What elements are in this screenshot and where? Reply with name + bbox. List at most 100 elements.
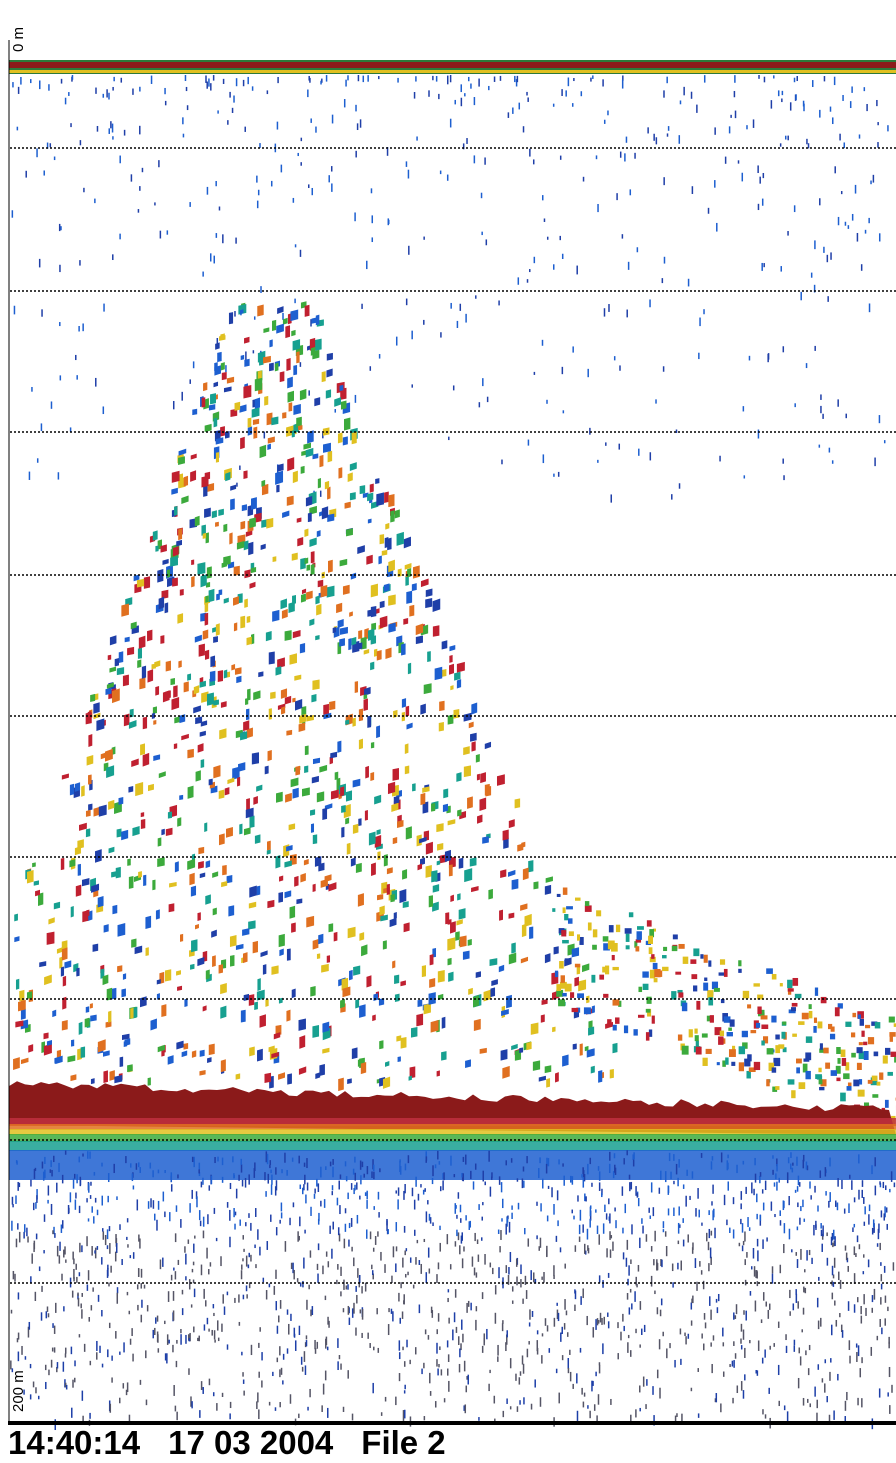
- fish-echo: [123, 713, 130, 727]
- speck: [707, 207, 710, 214]
- speck: [294, 298, 296, 304]
- noise-echo: [656, 1263, 659, 1271]
- fish-echo: [503, 837, 509, 849]
- noise-echo: [704, 1322, 707, 1329]
- noise-echo: [890, 1171, 893, 1182]
- noise-echo: [796, 1186, 799, 1192]
- fish-echo: [449, 655, 453, 663]
- noise-echo: [720, 1152, 723, 1163]
- noise-echo: [589, 1218, 591, 1228]
- fish-echo: [528, 860, 534, 873]
- fish-echo: [263, 355, 271, 364]
- noise-echo: [398, 1340, 401, 1351]
- noise-echo: [72, 1379, 74, 1388]
- fish-echo: [682, 956, 689, 964]
- noise-echo: [407, 1271, 409, 1276]
- fish-echo: [576, 1007, 581, 1013]
- fish-echo: [422, 801, 429, 814]
- speck: [256, 175, 258, 183]
- noise-echo: [125, 1389, 128, 1396]
- fish-echo: [327, 450, 333, 463]
- noise-echo: [374, 1236, 377, 1245]
- fish-echo: [369, 483, 374, 493]
- fish-echo: [200, 759, 205, 768]
- fish-echo: [387, 781, 396, 795]
- noise-echo: [628, 1265, 630, 1276]
- fish-echo: [246, 727, 253, 739]
- speck: [405, 298, 408, 306]
- noise-echo: [695, 1208, 697, 1217]
- noise-echo: [91, 1206, 93, 1213]
- noise-echo: [75, 1192, 77, 1199]
- fish-echo: [323, 703, 329, 715]
- noise-echo: [64, 1150, 67, 1155]
- fish-echo: [271, 1052, 279, 1059]
- noise-echo: [582, 1401, 585, 1408]
- fish-echo: [386, 867, 393, 875]
- noise-echo: [857, 1397, 859, 1406]
- noise-echo: [505, 1223, 507, 1235]
- fish-echo: [517, 843, 524, 852]
- fish-echo: [538, 1075, 546, 1082]
- noise-echo: [351, 1246, 353, 1252]
- fish-echo: [266, 412, 273, 426]
- noise-echo: [629, 1182, 631, 1192]
- fish-echo: [447, 819, 456, 826]
- speck: [460, 97, 463, 107]
- fish-echo: [176, 1040, 184, 1050]
- fish-echo: [301, 787, 310, 797]
- noise-echo: [742, 1329, 745, 1340]
- noise-echo: [309, 1388, 311, 1398]
- noise-echo: [11, 1368, 14, 1373]
- noise-echo: [53, 1226, 55, 1235]
- fish-echo: [401, 698, 407, 708]
- fish-echo: [554, 970, 559, 978]
- fish-echo: [137, 659, 142, 669]
- fish-echo: [708, 997, 714, 1006]
- noise-echo: [74, 1360, 76, 1367]
- noise-echo: [685, 1195, 687, 1207]
- noise-echo: [608, 1198, 610, 1205]
- fish-echo: [15, 1020, 24, 1028]
- fish-echo: [652, 962, 658, 970]
- noise-echo: [286, 1348, 289, 1354]
- speck: [260, 286, 262, 294]
- fish-echo: [177, 613, 184, 624]
- fish-echo: [290, 309, 299, 322]
- fish-echo: [284, 890, 292, 899]
- fish-echo: [338, 467, 343, 479]
- fish-echo: [234, 667, 242, 675]
- noise-echo: [32, 1381, 35, 1388]
- speck: [185, 86, 188, 92]
- fish-echo: [723, 1016, 731, 1023]
- noise-echo: [189, 1203, 191, 1213]
- speck: [75, 354, 77, 361]
- speck: [613, 356, 616, 361]
- fish-echo: [114, 657, 119, 667]
- noise-echo: [793, 1345, 796, 1352]
- speck: [634, 152, 636, 159]
- fish-echo: [253, 796, 258, 805]
- fish-echo: [319, 454, 324, 468]
- noise-echo: [242, 1294, 245, 1300]
- noise-echo: [304, 1229, 306, 1234]
- noise-echo: [191, 1189, 193, 1199]
- fish-echo: [379, 905, 385, 916]
- fish-echo: [245, 529, 253, 537]
- fish-echo: [407, 662, 412, 675]
- noise-echo: [329, 1225, 331, 1234]
- noise-echo: [660, 1298, 663, 1306]
- noise-echo: [157, 1200, 160, 1210]
- noise-echo: [541, 1333, 544, 1337]
- fish-echo: [605, 965, 610, 975]
- noise-echo: [321, 1405, 323, 1412]
- fish-echo: [336, 602, 343, 614]
- noise-echo: [221, 1392, 224, 1397]
- fish-echo: [703, 954, 708, 963]
- speck: [619, 365, 621, 371]
- noise-echo: [881, 1327, 883, 1335]
- speck: [561, 89, 563, 96]
- speck: [209, 253, 212, 262]
- noise-echo: [630, 1181, 633, 1190]
- speck: [370, 188, 373, 194]
